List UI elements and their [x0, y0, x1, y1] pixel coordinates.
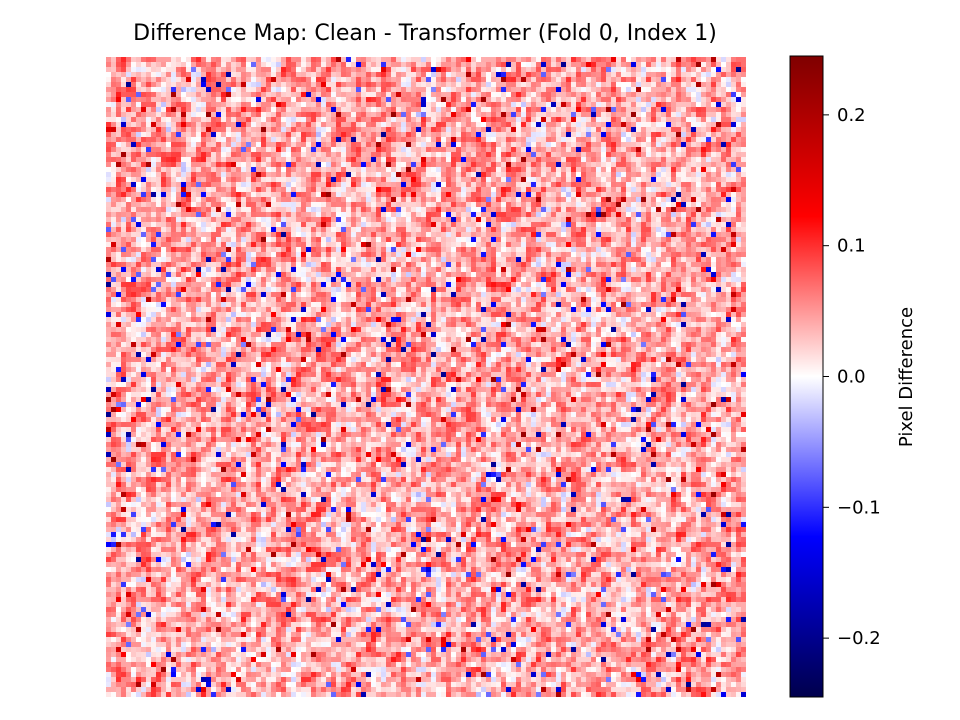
- colorbar-tick-label: −0.2: [837, 628, 881, 649]
- heatmap-plot-area: [106, 57, 746, 697]
- chart-title: Difference Map: Clean - Transformer (Fol…: [133, 21, 717, 46]
- colorbar-label: Pixel Difference: [896, 307, 917, 447]
- colorbar-tick-label: 0.1: [837, 236, 866, 257]
- colorbar: 0.2 0.1 0.0 −0.1 −0.2 Pixel Difference: [789, 55, 917, 698]
- colorbar-tick-label: −0.1: [837, 497, 881, 518]
- colorbar-tick-label: 0.0: [837, 367, 866, 388]
- heatmap-image: [106, 57, 746, 697]
- colorbar-gradient: [789, 55, 824, 698]
- colorbar-tick-label: 0.2: [837, 105, 866, 126]
